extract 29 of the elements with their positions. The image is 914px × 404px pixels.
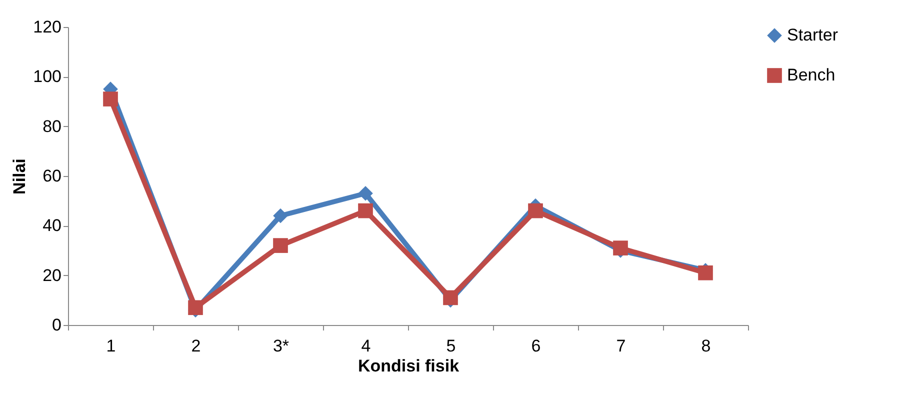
y-tick-label: 120: [33, 18, 62, 36]
point: [443, 290, 458, 306]
point: [273, 208, 288, 224]
y-axis-title: Nilai: [10, 158, 30, 194]
point: [613, 240, 628, 256]
x-tick-label: 2: [191, 336, 201, 356]
y-tick-label: 20: [42, 266, 62, 285]
y-tick-label: 100: [33, 67, 62, 86]
y-tick-label: 0: [52, 316, 62, 334]
x-tick-label: 5: [446, 336, 456, 356]
x-tick-label: 1: [106, 336, 116, 356]
point: [528, 203, 543, 218]
legend-label: Starter: [787, 26, 838, 44]
point: [273, 238, 288, 253]
point: [103, 92, 118, 106]
y-tick-label: 40: [42, 216, 62, 236]
point: [698, 265, 713, 280]
legend-label: Bench: [787, 66, 836, 84]
x-tick-label: 8: [701, 336, 711, 356]
y-tick-label: 80: [42, 116, 62, 136]
x-tick-label: 4: [361, 336, 371, 356]
x-tick-label: 3*: [272, 336, 290, 356]
point: [358, 186, 373, 201]
x-axis-title: Kondisi fisik: [358, 356, 460, 376]
x-tick-label: 7: [616, 336, 626, 356]
x-tick-label: 6: [531, 336, 541, 356]
point: [188, 300, 203, 316]
point: [358, 203, 373, 218]
y-tick-label: 60: [42, 166, 62, 186]
